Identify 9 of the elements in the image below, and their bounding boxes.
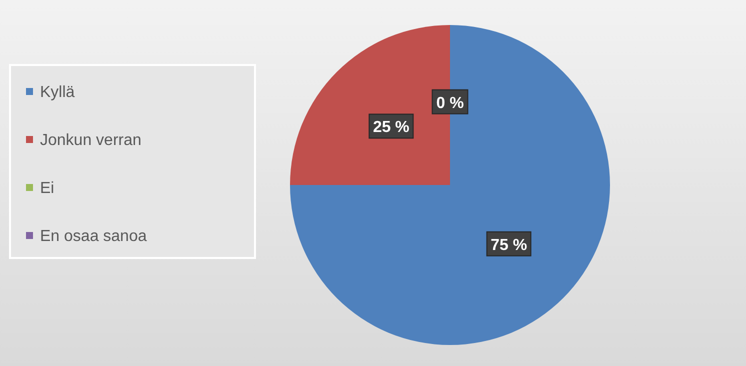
legend-label: Jonkun verran <box>40 132 142 149</box>
data-label: 75 % <box>490 236 528 254</box>
text: 0 % <box>436 94 464 112</box>
pie-slice <box>290 25 450 185</box>
legend-label: Ei <box>40 180 54 197</box>
legend-label: En osaa sanoa <box>40 228 147 245</box>
pie-slice <box>290 25 610 345</box>
data-label: 25 % <box>372 119 410 136</box>
legend-label: Kyllä <box>40 84 75 101</box>
